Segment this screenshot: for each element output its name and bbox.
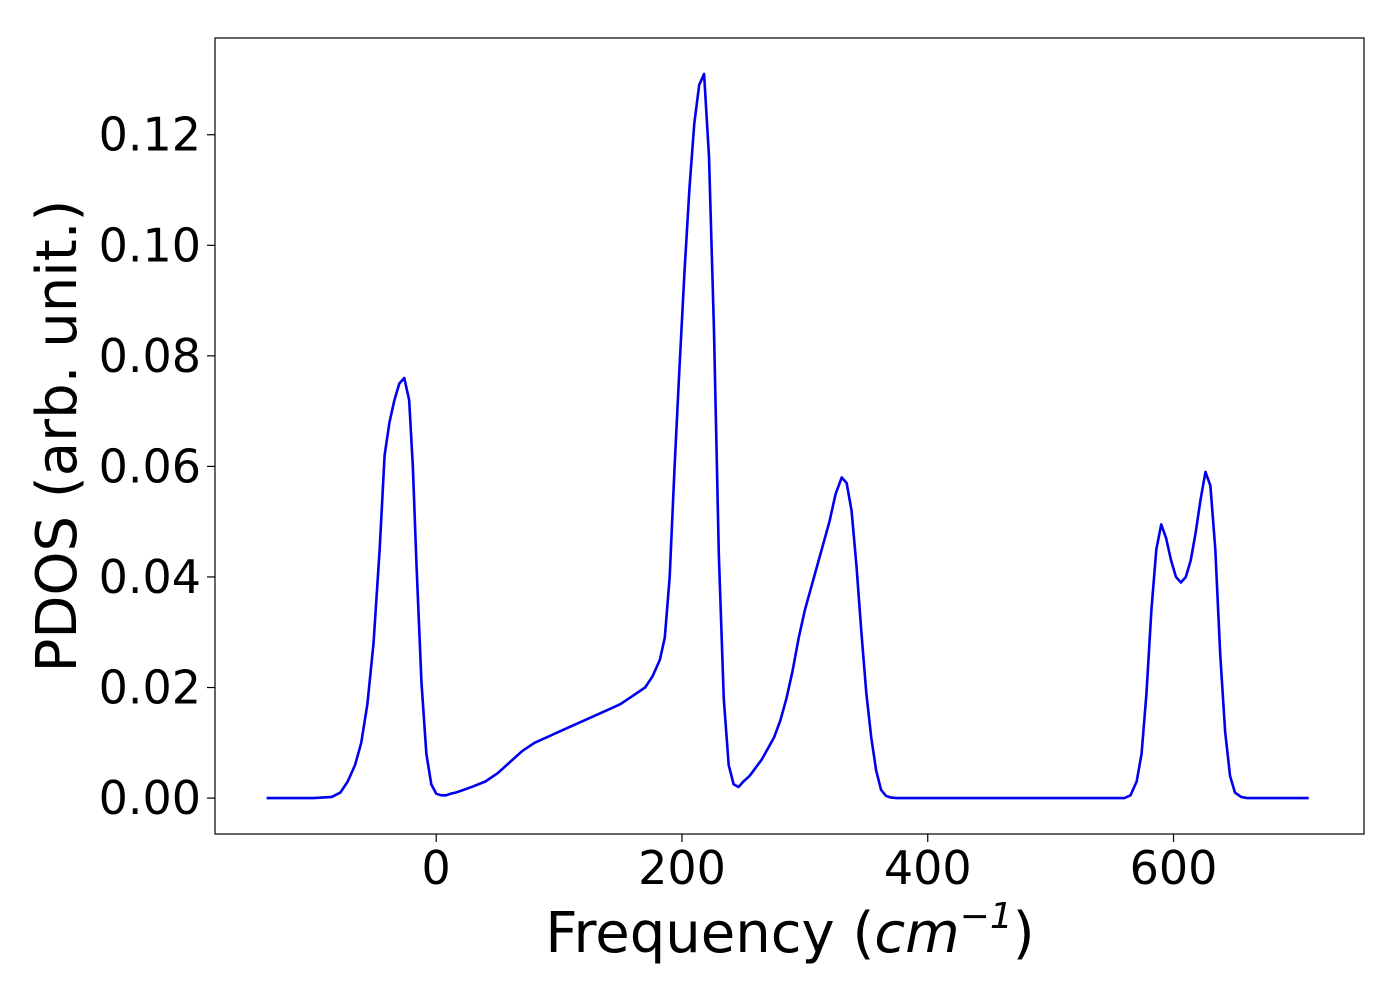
- x-axis-label-text: Frequency (: [545, 901, 874, 966]
- y-tick-label: 0.08: [99, 329, 201, 383]
- x-tick-label: 600: [1130, 841, 1218, 895]
- x-axis-ticks: 0 200 400 600: [422, 834, 1218, 895]
- x-axis-label: Frequency (cm−1): [545, 896, 1034, 966]
- pdos-series-line: [266, 72, 1309, 800]
- plot-area: [215, 38, 1364, 834]
- series-layer: [266, 72, 1309, 800]
- y-axis-ticks: 0.00 0.02 0.04 0.06 0.08 0.10 0.12: [99, 108, 215, 825]
- y-tick-label: 0.02: [99, 661, 201, 715]
- plot-frame: [214, 37, 1365, 835]
- y-tick-label: 0.12: [99, 108, 201, 162]
- x-tick-label: 0: [422, 841, 451, 895]
- x-tick-label: 400: [884, 841, 972, 895]
- x-tick-label: 200: [638, 841, 726, 895]
- y-tick-label: 0.10: [99, 218, 201, 272]
- x-axis-label-unit: cm: [874, 901, 959, 966]
- y-tick-label: 0.04: [99, 550, 201, 604]
- x-axis-label-close: ): [1013, 901, 1035, 966]
- y-tick-label: 0.06: [99, 439, 201, 493]
- y-tick-label: 0.00: [99, 771, 201, 825]
- y-axis-label: PDOS (arb. unit.): [25, 200, 90, 673]
- x-axis-label-exponent: −1: [960, 896, 1013, 937]
